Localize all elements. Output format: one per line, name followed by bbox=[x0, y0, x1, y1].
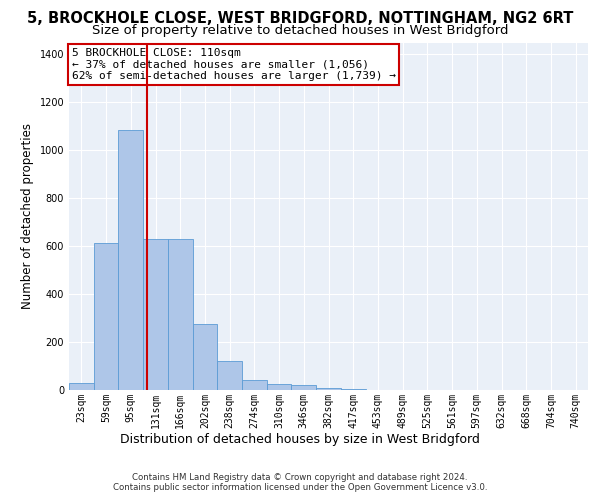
Bar bbox=[217, 361, 242, 390]
Text: 5, BROCKHOLE CLOSE, WEST BRIDGFORD, NOTTINGHAM, NG2 6RT: 5, BROCKHOLE CLOSE, WEST BRIDGFORD, NOTT… bbox=[27, 11, 573, 26]
Bar bbox=[143, 239, 168, 390]
Bar bbox=[193, 324, 217, 390]
Text: Size of property relative to detached houses in West Bridgford: Size of property relative to detached ho… bbox=[92, 24, 508, 37]
Bar bbox=[242, 380, 267, 390]
Text: Contains HM Land Registry data © Crown copyright and database right 2024.: Contains HM Land Registry data © Crown c… bbox=[132, 472, 468, 482]
Bar bbox=[94, 242, 118, 390]
Text: Distribution of detached houses by size in West Bridgford: Distribution of detached houses by size … bbox=[120, 432, 480, 446]
Bar bbox=[69, 383, 94, 390]
Text: Contains public sector information licensed under the Open Government Licence v3: Contains public sector information licen… bbox=[113, 484, 487, 492]
Bar bbox=[118, 130, 143, 390]
Bar bbox=[316, 388, 341, 390]
Bar bbox=[341, 389, 365, 390]
Y-axis label: Number of detached properties: Number of detached properties bbox=[21, 123, 34, 309]
Bar bbox=[168, 239, 193, 390]
Bar bbox=[267, 384, 292, 390]
Text: 5 BROCKHOLE CLOSE: 110sqm
← 37% of detached houses are smaller (1,056)
62% of se: 5 BROCKHOLE CLOSE: 110sqm ← 37% of detac… bbox=[71, 48, 395, 81]
Bar bbox=[292, 385, 316, 390]
